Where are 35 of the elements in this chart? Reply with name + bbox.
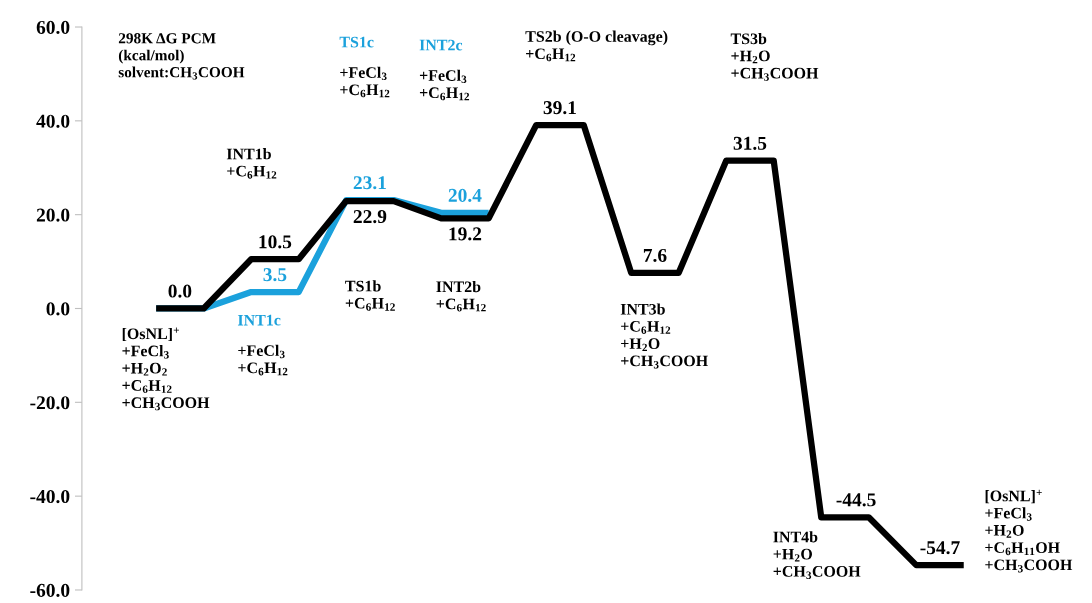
y-tick-label: -20.0 xyxy=(30,396,70,410)
data-label: 0.0 xyxy=(168,284,192,298)
text: 298K ΔG PCM (kcal/mol) solvent:CH$_{3}$COOH xyxy=(118,33,245,80)
text: +FeCl$_{3}$ +C$_{6}$H$_{12}$ xyxy=(419,69,470,101)
text: +FeCl$_{3}$ +C$_{6}$H$_{12}$ xyxy=(238,344,288,376)
y-tick-label: -60.0 xyxy=(30,583,70,597)
data-label: -44.5 xyxy=(836,493,876,507)
text: [OsNL]$^{+}$ +FeCl$_{3}$ +H$_{2}$O +C$_{6}$H$_{11}$OH +CH$_{3}$COOH xyxy=(985,489,1073,573)
text: [OsNL]$^{+}$ +FeCl$_{3}$ +H$_{2}$O$_{2}$ +C$_{6}$H$_{12}$ +CH$_{3}$COOH xyxy=(122,327,210,411)
annotation: INT4b +H$_{2}$O +CH$_{3}$COOH xyxy=(773,531,861,579)
annotation: TS1b +C$_{6}$H$_{12}$ xyxy=(345,280,395,311)
text: +FeCl$_{3}$ +C$_{6}$H$_{12}$ xyxy=(340,66,390,98)
y-tick-label: 60.0 xyxy=(36,20,70,35)
data-label: 3.5 xyxy=(263,268,287,282)
annotation: INT1c xyxy=(237,314,281,326)
y-tick-label: 40.0 xyxy=(36,114,70,128)
annotation: INT2b +C$_{6}$H$_{12}$ xyxy=(436,280,486,312)
data-label: 22.9 xyxy=(353,210,387,224)
annotation: INT1b +C$_{6}$H$_{12}$ xyxy=(226,148,277,179)
data-label: 10.5 xyxy=(259,235,292,249)
data-label: -54.7 xyxy=(920,541,960,555)
annotation: TS1c xyxy=(339,36,374,48)
data-label: 23.1 xyxy=(353,176,386,190)
data-label: 31.5 xyxy=(733,136,767,150)
data-label: 19.2 xyxy=(449,227,482,241)
data-label: 39.1 xyxy=(543,101,576,115)
annotation: TS2b (O-O cleavage) +C$_{6}$H$_{12}$ xyxy=(525,30,668,62)
annotation: INT2c xyxy=(419,39,463,51)
y-tick-label: -40.0 xyxy=(30,489,70,504)
data-label: 7.6 xyxy=(643,248,667,263)
text: INT3b +C$_{6}$H$_{12}$ +H$_{2}$O +CH$_{3}$COOH xyxy=(620,303,708,369)
data-label: 20.4 xyxy=(448,188,482,202)
y-tick-label: 0.0 xyxy=(46,302,70,316)
annotation: TS3b +H$_{2}$O +CH$_{3}$COOH xyxy=(730,32,819,81)
y-tick-label: 20.0 xyxy=(36,208,70,222)
